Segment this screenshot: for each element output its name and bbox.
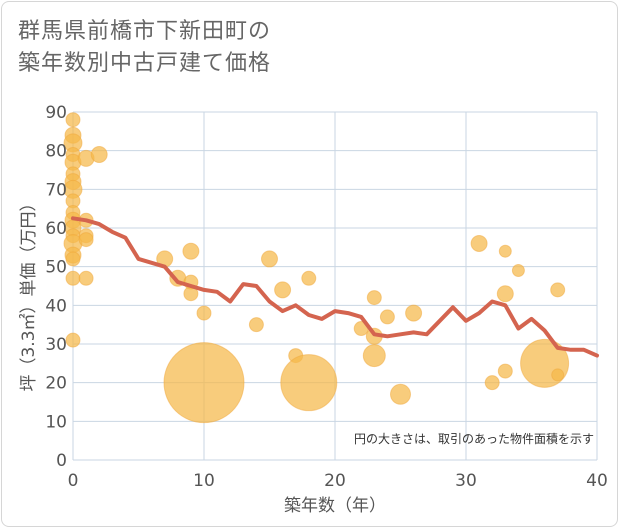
size-note: 円の大きさは、取引のあった物件面積を示す <box>354 431 594 446</box>
x-tick-label: 20 <box>324 471 346 491</box>
y-tick-label: 0 <box>56 451 67 471</box>
data-bubble <box>390 383 411 405</box>
x-tick-label: 0 <box>68 471 79 491</box>
y-tick-label: 20 <box>45 374 67 394</box>
data-bubble <box>550 282 566 298</box>
y-axis-label: 坪（3.3㎡）単価（万円） <box>19 194 39 391</box>
data-bubble <box>261 250 278 268</box>
title-line-1: 群馬県前橋市下新田町の <box>18 19 272 44</box>
y-tick-label: 30 <box>45 335 67 355</box>
chart-title: 群馬県前橋市下新田町の 築年数別中古戸建て価格 <box>18 16 271 80</box>
data-bubble <box>65 112 81 128</box>
data-bubble <box>511 264 525 278</box>
data-bubble <box>551 368 565 382</box>
x-tick-label: 10 <box>193 471 215 491</box>
data-bubble <box>196 305 212 321</box>
data-bubble <box>470 234 488 252</box>
data-bubble <box>78 232 94 248</box>
data-bubble <box>366 290 382 306</box>
data-bubble <box>182 242 200 260</box>
y-tick-label: 50 <box>45 258 67 278</box>
data-bubble <box>497 363 513 379</box>
x-tick-label: 40 <box>586 471 608 491</box>
data-bubble <box>65 332 81 348</box>
data-bubble <box>498 244 512 258</box>
data-bubble <box>496 285 514 303</box>
y-tick-label: 90 <box>45 103 67 123</box>
data-bubble <box>90 146 108 164</box>
x-tick-label: 30 <box>455 471 477 491</box>
y-tick-label: 60 <box>45 219 67 239</box>
y-tick-label: 10 <box>45 412 67 432</box>
bubble-layer <box>63 112 570 424</box>
data-bubble <box>484 375 500 391</box>
data-bubble <box>163 342 245 424</box>
y-tick-label: 40 <box>45 296 67 316</box>
data-bubble <box>65 251 81 267</box>
data-bubble <box>248 317 264 333</box>
y-tick-label: 70 <box>45 180 67 200</box>
data-bubble <box>379 309 395 325</box>
x-tick-labels: 0 10 20 30 40 <box>68 471 608 491</box>
data-bubble <box>274 281 292 299</box>
data-bubble <box>78 270 94 286</box>
data-bubble <box>405 304 423 322</box>
data-bubble <box>301 270 317 286</box>
grid-lines <box>72 111 598 461</box>
data-bubble <box>65 270 81 286</box>
y-tick-label: 80 <box>45 142 67 162</box>
title-line-2: 築年数別中古戸建て価格 <box>18 51 272 76</box>
x-axis-label: 築年数（年） <box>284 496 386 516</box>
data-bubble <box>280 354 338 412</box>
trend-line <box>71 216 599 358</box>
data-bubble <box>362 344 386 368</box>
y-tick-labels: 0 10 20 30 40 50 60 70 80 90 <box>45 103 67 471</box>
